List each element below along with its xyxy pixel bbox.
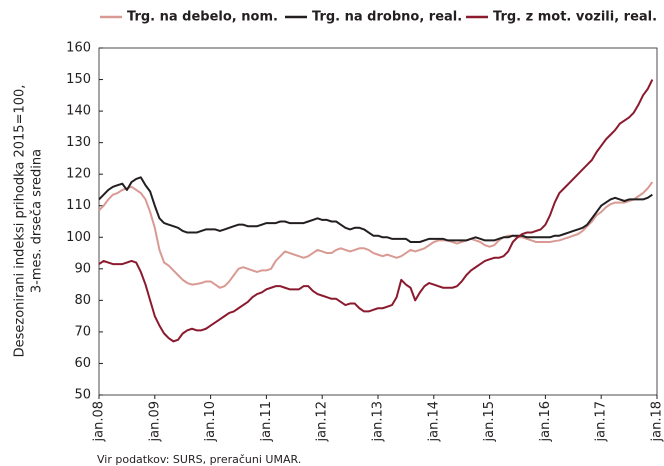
legend-label: Trg. na debelo, nom. (127, 10, 278, 25)
y-tick-label: 130 (66, 135, 91, 150)
series-line (98, 79, 654, 343)
y-tick-label: 120 (66, 167, 91, 182)
y-tick-label: 160 (66, 41, 91, 56)
y-tick-label: 70 (74, 324, 91, 339)
x-tick-label: jan.16 (538, 401, 553, 443)
x-tick-label: jan.15 (482, 401, 497, 443)
x-tick-label: jan.08 (92, 401, 107, 443)
y-axis-label: 3-mes. drseča sredina (30, 149, 45, 293)
y-tick-label: 80 (74, 293, 91, 308)
x-tick-label: jan.09 (147, 401, 162, 443)
y-tick-label: 60 (74, 356, 91, 371)
y-tick-label: 90 (74, 261, 91, 276)
series-line (98, 181, 654, 289)
source: Vir podatkov: SURS, preračuni UMAR. (97, 453, 301, 466)
x-tick-label: jan.18 (650, 401, 664, 443)
legend-label: Trg. z mot. vozili, real. (493, 10, 657, 25)
legend-label: Trg. na drobno, real. (312, 10, 462, 25)
x-tick-label: jan.10 (203, 401, 218, 443)
plot-frame (98, 47, 658, 396)
y-tick-label: 140 (66, 104, 91, 119)
x-tick-label: jan.14 (426, 401, 441, 443)
y-tick-label: 150 (66, 72, 91, 87)
x-tick-label: jan.11 (259, 401, 274, 443)
y-tick-label: 100 (66, 230, 91, 245)
series-line (98, 176, 653, 243)
y-tick-label: 110 (66, 198, 91, 213)
x-tick-label: jan.12 (315, 401, 330, 443)
y-tick-label: 50 (74, 388, 91, 403)
x-tick-label: jan.13 (371, 401, 386, 443)
x-tick-label: jan.17 (594, 401, 609, 443)
y-axis-label: Desezonirani indeksi prihodka 2015=100, (13, 85, 28, 358)
